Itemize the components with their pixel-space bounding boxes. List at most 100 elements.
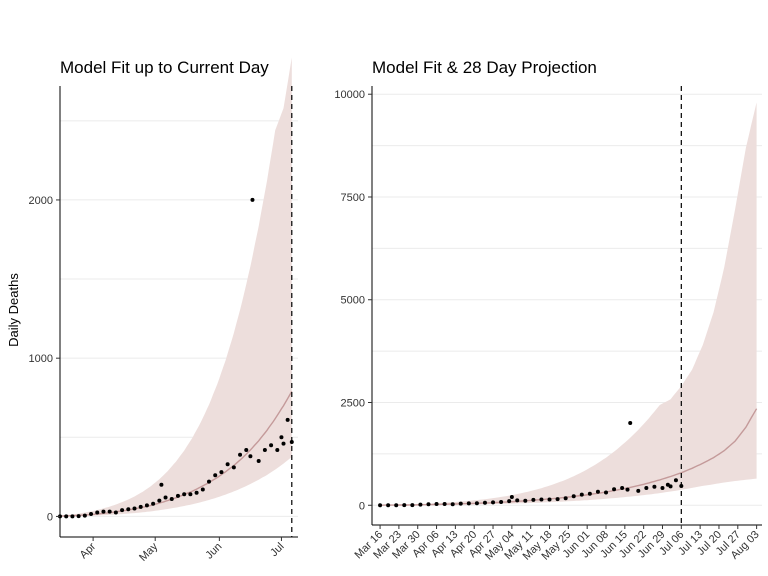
data-point (138, 504, 143, 509)
data-point (113, 510, 118, 515)
data-point (620, 486, 625, 491)
y-tick-label: 10000 (334, 89, 365, 101)
data-point (213, 473, 218, 478)
data-point (248, 454, 253, 459)
data-point (386, 503, 391, 508)
chart-title: Model Fit up to Current Day (60, 58, 269, 77)
data-point (244, 447, 249, 452)
x-tick-label: Apr (78, 540, 99, 561)
data-point (107, 509, 112, 514)
y-tick-label: 5000 (341, 295, 365, 307)
data-point (402, 503, 407, 508)
data-point (555, 497, 560, 502)
y-tick-label: 7500 (341, 192, 365, 204)
data-point (89, 512, 94, 517)
grid-lines (60, 120, 298, 517)
x-tick-label: Jun (203, 541, 224, 562)
chart-title: Model Fit & 28 Day Projection (372, 58, 597, 77)
band-area (60, 57, 292, 517)
data-point (539, 497, 544, 502)
data-point (126, 507, 131, 512)
data-point (499, 499, 504, 504)
data-point (660, 486, 665, 491)
data-point (394, 503, 399, 508)
confidence-band (60, 57, 292, 517)
data-point (275, 447, 280, 452)
data-point (279, 435, 284, 440)
data-point (571, 494, 576, 499)
data-point (194, 490, 199, 495)
y-ticks: 0 2500 5000 7500 10000 (334, 89, 372, 512)
data-point (595, 489, 600, 494)
x-tick-label: May (137, 540, 161, 564)
grid-lines (372, 93, 762, 506)
data-point (547, 497, 552, 502)
data-point (219, 470, 224, 475)
panel-model-fit: Model Fit up to Current Day Daily Deaths… (6, 57, 298, 564)
data-point (458, 501, 463, 506)
data-point (120, 508, 125, 513)
data-point (225, 462, 230, 467)
data-point (442, 502, 447, 507)
data-point (466, 501, 471, 506)
data-point (636, 488, 641, 493)
data-point (418, 502, 423, 507)
data-point (587, 491, 592, 496)
data-point (163, 495, 168, 500)
data-point (531, 497, 536, 502)
data-point (563, 496, 568, 501)
data-point (410, 503, 415, 508)
data-point (159, 482, 164, 487)
data-point (157, 498, 162, 503)
data-point (604, 490, 608, 495)
data-point (269, 443, 274, 448)
data-point (188, 492, 193, 497)
data-point (482, 500, 487, 505)
y-tick-label: 2000 (29, 195, 53, 207)
data-point (132, 506, 137, 511)
data-point (200, 487, 205, 492)
data-point (628, 421, 633, 426)
data-point (262, 447, 267, 452)
data-point (644, 486, 649, 491)
data-point (625, 487, 630, 492)
data-point (238, 452, 243, 457)
data-point (289, 440, 294, 445)
data-point (281, 441, 286, 446)
data-point (144, 503, 149, 508)
data-point (378, 503, 383, 508)
y-tick-label: 0 (359, 500, 365, 512)
data-point (64, 514, 69, 519)
data-point (256, 459, 261, 464)
data-point (231, 465, 236, 470)
y-tick-label: 2500 (341, 398, 365, 410)
observed-points (378, 421, 684, 508)
y-tick-label: 0 (47, 511, 53, 523)
x-tick-label: Jul (268, 541, 286, 559)
data-point (507, 499, 512, 504)
data-point (250, 197, 255, 202)
data-point (95, 510, 100, 515)
confidence-band (380, 102, 757, 506)
data-point (82, 513, 87, 518)
data-point (426, 502, 431, 507)
data-point (207, 479, 212, 484)
observed-points (58, 197, 294, 519)
data-point (515, 498, 520, 503)
band-area (380, 102, 757, 506)
data-point (523, 498, 528, 503)
data-point (652, 484, 657, 489)
data-point (579, 492, 584, 497)
y-ticks: 0 1000 2000 (29, 195, 60, 523)
data-point (673, 478, 678, 483)
panel-projection: Model Fit & 28 Day Projection 0 2500 5000 7… (334, 58, 762, 563)
data-point (434, 502, 439, 507)
data-point (70, 514, 75, 519)
data-point (612, 487, 617, 492)
data-point (668, 484, 673, 489)
data-point (450, 502, 455, 507)
data-point (182, 492, 187, 497)
data-point (101, 509, 106, 514)
